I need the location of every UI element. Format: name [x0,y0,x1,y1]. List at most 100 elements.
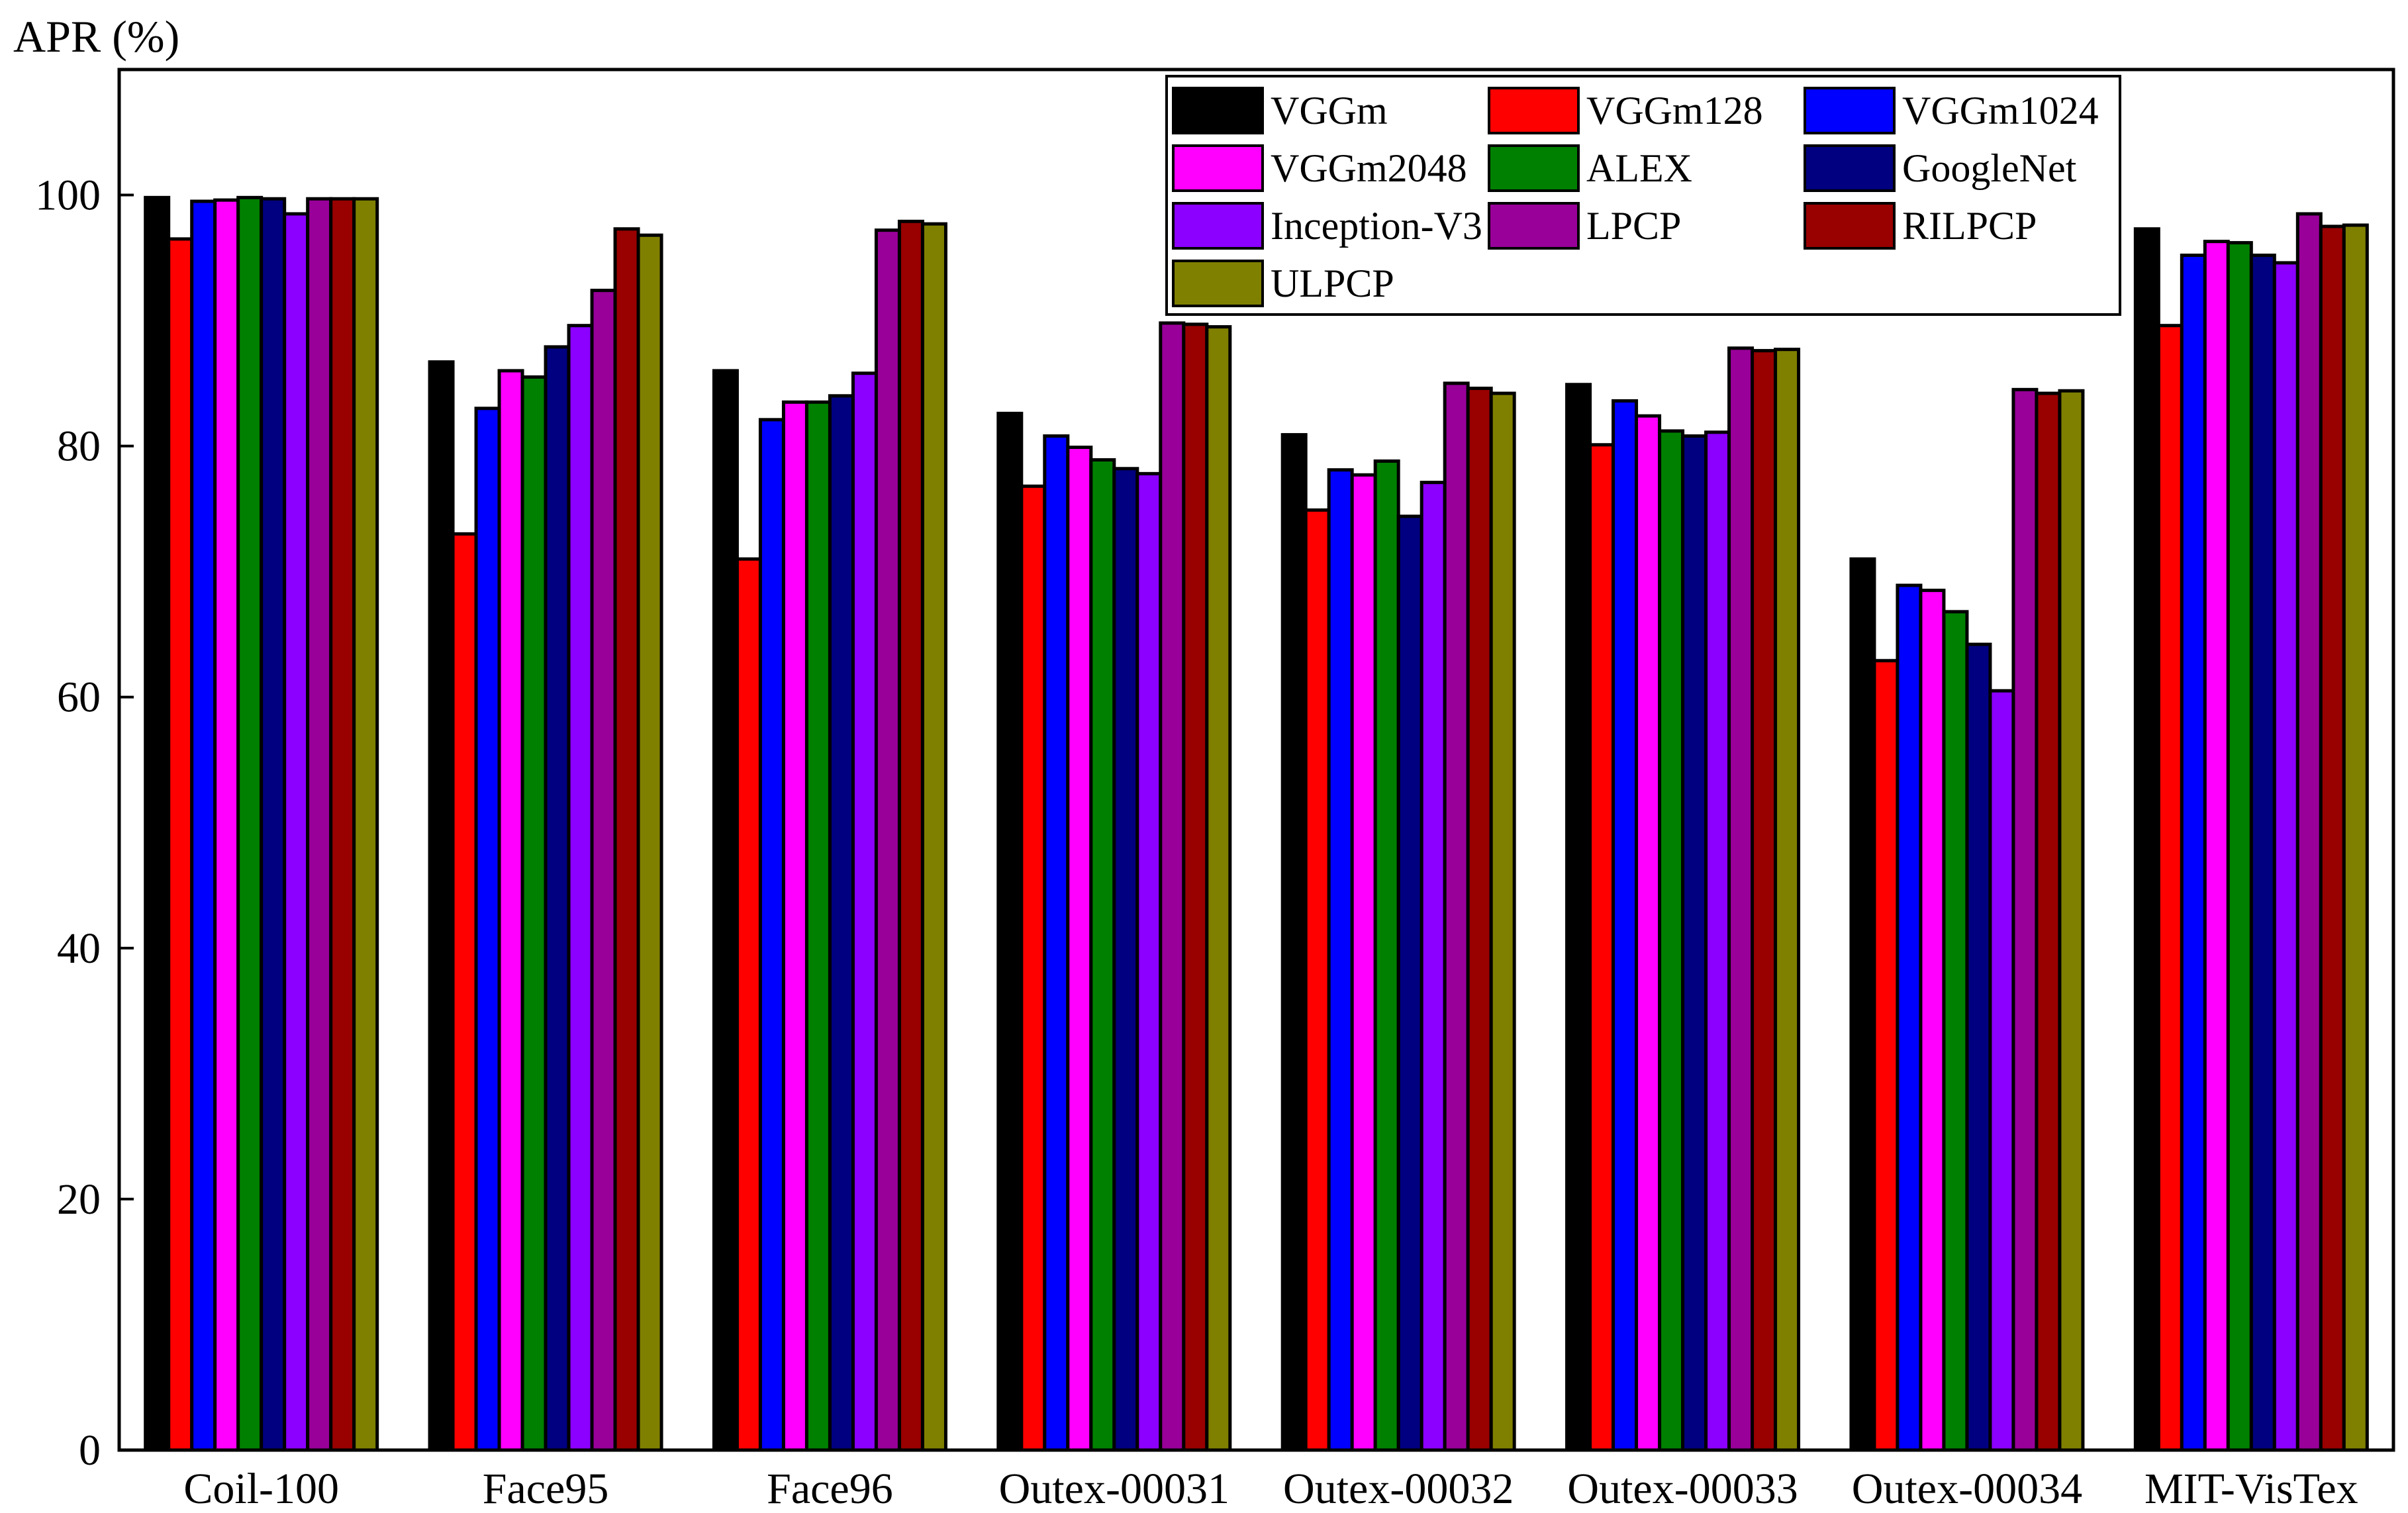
bar-googlenet-8 [2249,254,2276,1452]
y-tick-label: 100 [35,171,101,220]
bar-vggm1024-1 [190,199,217,1452]
bar-rilpcp-3 [897,219,924,1452]
legend-item: GoogleNet [1804,144,2077,192]
legend: VGGm VGGm128 VGGm1024 VGGm2048 ALEX GoogleNet… [1165,75,2121,316]
legend-swatch [1488,87,1580,134]
bar-vggm1024-4 [1043,434,1070,1452]
bar-rilpcp-2 [613,227,640,1452]
legend-label: LPCP [1586,204,1681,248]
bar-vggm-5 [1280,433,1308,1452]
legend-item: LPCP [1488,202,1681,250]
bar-alex-7 [1942,610,1969,1452]
legend-swatch [1172,202,1264,250]
bar-lpcp-8 [2295,212,2323,1452]
bar-inception-v3-8 [2272,261,2299,1452]
bar-vggm2048-1 [213,198,240,1452]
bar-ulpcp-2 [636,233,663,1452]
legend-box [1165,75,2121,316]
legend-label: VGGm128 [1586,89,1763,132]
bar-vggm2048-5 [1350,473,1377,1452]
legend-item: ULPCP [1172,260,1394,307]
bar-lpcp-7 [2011,387,2039,1452]
bar-googlenet-3 [828,394,855,1452]
x-tick-label: Outex-00033 [1567,1465,1798,1513]
bar-vggm1024-2 [474,407,501,1452]
legend-swatch [1804,87,1896,134]
bar-vggm128-7 [1872,659,1900,1452]
bar-vggm-3 [712,369,739,1452]
bar-vggm2048-7 [1919,589,1946,1452]
y-axis: 0 20 40 60 80 100 [35,171,134,1475]
bar-ulpcp-4 [1205,325,1232,1452]
bar-ulpcp-5 [1489,391,1516,1452]
legend-swatch [1488,144,1580,192]
bar-ulpcp-8 [2342,223,2369,1452]
bar-lpcp-2 [590,289,617,1452]
bar-vggm1024-7 [1896,583,1923,1452]
legend-item: VGGm1024 [1804,87,2099,134]
bar-inception-v3-6 [1704,430,1731,1452]
bar-vggm-6 [1565,383,1592,1452]
legend-swatch [1172,87,1264,134]
x-tick-label: Face96 [767,1465,893,1513]
y-axis-title: APR (%) [13,11,179,62]
legend-item: VGGm [1172,87,1388,134]
bar-vggm1024-5 [1327,468,1354,1452]
legend-label: VGGm2048 [1271,146,1467,190]
bar-vggm128-2 [451,532,478,1452]
bar-vggm128-1 [167,237,194,1452]
bar-alex-1 [236,195,264,1452]
legend-label: Inception-V3 [1271,204,1482,248]
category-group [1280,381,1516,1452]
bar-rilpcp-8 [2319,224,2346,1452]
x-tick-label: MIT-VisTex [2144,1465,2358,1513]
bar-googlenet-2 [544,345,571,1452]
bar-inception-v3-4 [1135,471,1163,1452]
bar-vggm2048-4 [1066,446,1093,1452]
bar-inception-v3-5 [1420,481,1447,1452]
legend-item: VGGm2048 [1172,144,1467,192]
bar-vggm128-5 [1304,508,1331,1452]
bar-vggm2048-8 [2203,240,2230,1452]
category-group [1849,387,2085,1452]
x-axis: Coil-100 Face95 Face96 Outex-00031 Outex-000… [183,1465,2358,1513]
legend-label: ALEX [1586,146,1692,190]
bar-vggm128-4 [1020,484,1047,1452]
bar-vggm128-8 [2156,324,2184,1452]
bar-googlenet-7 [1965,642,1992,1452]
bar-vggm2048-2 [497,369,524,1452]
bar-inception-v3-3 [851,371,878,1452]
y-tick-label: 0 [79,1426,101,1475]
bar-googlenet-4 [1112,467,1139,1452]
bar-inception-v3-7 [1988,689,2015,1452]
bar-ulpcp-6 [1774,348,1801,1452]
bar-rilpcp-6 [1751,349,1778,1452]
bar-lpcp-1 [306,197,333,1452]
legend-label: GoogleNet [1902,146,2077,190]
bar-vggm2048-6 [1635,414,1662,1452]
bars-group [144,195,2369,1452]
bar-alex-4 [1089,458,1116,1452]
bar-vggm-8 [2133,227,2160,1452]
bar-vggm2048-3 [781,400,808,1452]
x-tick-label: Outex-00034 [1852,1465,2082,1513]
legend-item: VGGm128 [1488,87,1763,134]
legend-item: RILPCP [1804,202,2037,250]
bar-vggm-7 [1849,557,1876,1452]
bar-vggm1024-8 [2180,254,2207,1452]
legend-swatch [1804,202,1896,250]
x-tick-label: Outex-00031 [999,1465,1229,1513]
bar-vggm-2 [428,360,455,1452]
bar-rilpcp-5 [1466,386,1493,1452]
legend-item: ALEX [1488,144,1692,192]
legend-item: Inception-V3 [1172,202,1482,250]
bar-ulpcp-3 [920,222,947,1452]
bar-lpcp-3 [874,228,901,1452]
y-tick-label: 20 [57,1175,101,1224]
x-tick-label: Coil-100 [183,1465,339,1513]
bar-vggm1024-6 [1612,399,1639,1452]
bar-alex-5 [1373,459,1400,1452]
x-tick-label: Outex-00032 [1283,1465,1514,1513]
category-group [144,195,379,1452]
plot-frame [117,68,2395,1452]
